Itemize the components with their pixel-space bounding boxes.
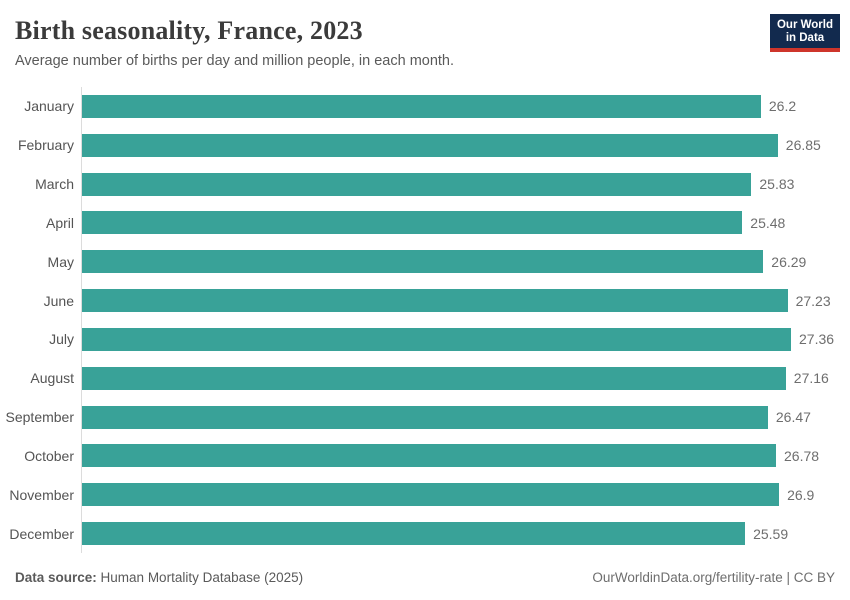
category-label: April (45, 214, 74, 231)
y-axis-line (81, 87, 82, 553)
category-label: May (47, 253, 74, 270)
bar (82, 211, 743, 235)
category-label: February (17, 137, 74, 154)
chart-header: Birth seasonality, France, 2023 Average … (0, 0, 850, 70)
bar (82, 289, 788, 313)
bar (82, 366, 786, 390)
category-label: December (9, 525, 74, 542)
chart-subtitle: Average number of births per day and mil… (15, 53, 455, 69)
bar-row: May 26.29 (0, 242, 850, 281)
value-label: 26.2 (768, 98, 797, 115)
bar-row: December 25.59 (0, 514, 850, 553)
bar-row: June 27.23 (0, 281, 850, 320)
bar-row: July 27.36 (0, 320, 850, 359)
bar-row: August 27.16 (0, 359, 850, 398)
bar (82, 444, 776, 468)
value-label: 25.48 (750, 214, 786, 231)
bar-row: March 25.83 (0, 165, 850, 204)
owid-logo-text-line1: Our World (776, 19, 833, 31)
bar (82, 405, 768, 429)
value-label: 27.16 (793, 370, 829, 387)
category-label: July (49, 331, 74, 348)
owid-logo-text-line2: in Data (785, 32, 825, 44)
category-label: September (5, 409, 74, 426)
value-label: 26.85 (785, 137, 821, 154)
bar-row: September 26.47 (0, 398, 850, 437)
value-label: 27.23 (795, 292, 831, 309)
bar-row: April 25.48 (0, 203, 850, 242)
data-source: Data source: Human Mortality Database (2… (15, 570, 303, 586)
bar (82, 522, 746, 546)
value-label: 26.29 (771, 253, 807, 270)
value-label: 25.83 (759, 176, 795, 193)
category-label: October (24, 447, 74, 464)
bar-row: February 26.85 (0, 126, 850, 165)
data-source-value: Human Mortality Database (2025) (100, 570, 304, 585)
bar (82, 133, 778, 157)
data-source-label: Data source: (15, 570, 97, 585)
bar-rows: January 26.2 February 26.85 March 25.83 April 2… (0, 87, 850, 553)
chart-title: Birth seasonality, France, 2023 (15, 16, 363, 45)
bar-row: October 26.78 (0, 436, 850, 475)
bar (82, 172, 752, 196)
category-label: June (43, 292, 74, 309)
bar (82, 250, 764, 274)
bar (82, 94, 761, 118)
attribution-link: OurWorldinData.org/fertility-rate | CC B… (592, 570, 835, 585)
category-label: March (35, 176, 74, 193)
bar-plot: January 26.2 February 26.85 March 25.83 April 2… (0, 87, 850, 553)
value-label: 27.36 (799, 331, 835, 348)
bar (82, 327, 791, 351)
bar (82, 483, 780, 507)
bar-row: January 26.2 (0, 87, 850, 126)
value-label: 26.47 (775, 409, 811, 426)
value-label: 26.78 (784, 447, 820, 464)
category-label: January (24, 98, 74, 115)
chart-footer: Data source: Human Mortality Database (2… (15, 570, 835, 586)
value-label: 25.59 (753, 525, 789, 542)
value-label: 26.9 (787, 486, 815, 503)
bar-row: November 26.9 (0, 475, 850, 514)
owid-logo: Our World in Data (770, 14, 840, 52)
category-label: November (9, 486, 74, 503)
category-label: August (30, 370, 74, 387)
